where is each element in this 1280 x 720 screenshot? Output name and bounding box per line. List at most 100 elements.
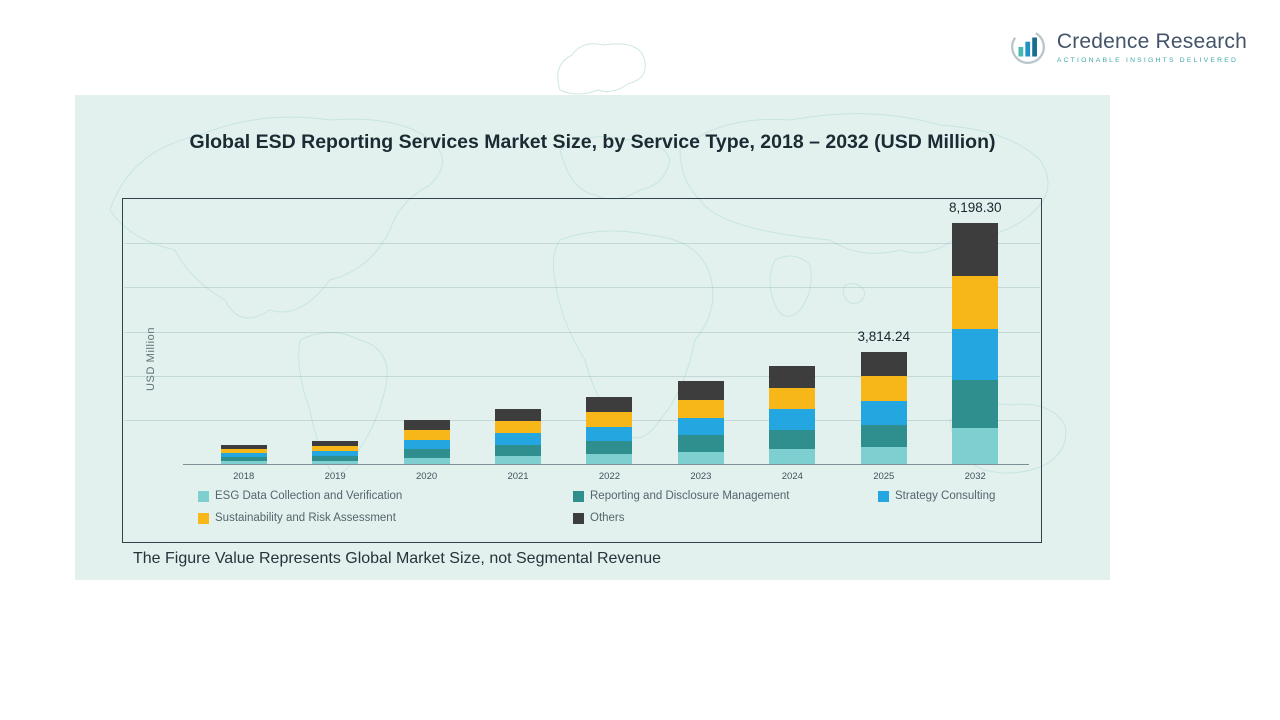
bar-segment: [403, 448, 450, 458]
slide-panel: Global ESD Reporting Services Market Siz…: [75, 95, 1110, 580]
footnote: The Figure Value Represents Global Marke…: [133, 550, 661, 567]
bar-segment: [677, 417, 724, 436]
bar-segment: [220, 461, 267, 464]
bar-segment: [952, 222, 999, 276]
bar-segment: [495, 408, 542, 421]
logo-text: Credence Research Actionable Insights De…: [1057, 30, 1247, 64]
x-tick-label: 2025: [873, 471, 895, 482]
bar-segment: [586, 397, 633, 412]
bar-segment: [495, 433, 542, 445]
legend-label: ESG Data Collection and Verification: [215, 490, 403, 502]
bar-segment: [677, 399, 724, 418]
bar-segment: [769, 387, 816, 410]
bar-segment: [220, 449, 267, 454]
bar-segment: [769, 409, 816, 430]
bar-segment: [677, 451, 724, 464]
legend-item: Sustainability and Risk Assessment: [198, 512, 573, 524]
x-tick-label: 2020: [416, 471, 438, 482]
legend-swatch: [198, 512, 209, 524]
logo-chart-icon: [1010, 30, 1045, 64]
bar-segment: [312, 445, 359, 451]
bar-segment: [860, 376, 907, 402]
plot-area: USD Million 2018 2019 2020 2021 2022 2023 2024…: [122, 198, 1042, 543]
x-tick-label: 2023: [690, 471, 712, 482]
x-tick-label: 2024: [781, 471, 803, 482]
bar-segment: [860, 401, 907, 425]
bar-segment: [952, 328, 999, 380]
bar-segment: [860, 351, 907, 377]
legend-label: Sustainability and Risk Assessment: [215, 512, 396, 524]
gridline: [124, 243, 1040, 245]
world-map: [109, 113, 1067, 474]
x-axis-line: [183, 464, 1029, 465]
bar-segment: [220, 457, 267, 462]
legend-item: Reporting and Disclosure Management: [573, 490, 878, 502]
bar-segment: [586, 426, 633, 441]
panel-content: Global ESD Reporting Services Market Siz…: [75, 95, 1110, 580]
bar-segment: [220, 453, 267, 458]
legend-label: Reporting and Disclosure Management: [590, 490, 790, 502]
gridline: [124, 331, 1040, 333]
bar-segment: [495, 444, 542, 456]
bar-group-2025: 3,814.24 2025: [858, 199, 911, 482]
bar-segment: [312, 455, 359, 461]
bar-segment: [769, 366, 816, 388]
x-tick-label: 2032: [964, 471, 986, 482]
bar-segment: [677, 381, 724, 400]
bar-segment: [403, 457, 450, 464]
bar-segment: [586, 454, 633, 464]
bar-segment: [403, 430, 450, 440]
legend-swatch: [878, 490, 889, 502]
legend-swatch: [573, 512, 584, 524]
bar-group-2024: 2024: [769, 199, 816, 482]
legend-label: Strategy Consulting: [895, 490, 996, 502]
bar-value-label: 3,814.24: [857, 328, 911, 344]
chart-title: Global ESD Reporting Services Market Siz…: [189, 131, 996, 153]
bar-group-2020: 2020: [403, 199, 450, 482]
legend-label: Others: [590, 512, 625, 524]
bar-segment: [403, 420, 450, 431]
legend: ESG Data Collection and Verification Repo…: [198, 490, 995, 524]
bar-group-2019: 2019: [312, 199, 359, 482]
bar-group-2021: 2021: [495, 199, 542, 482]
gridline: [124, 375, 1040, 377]
brand-tagline: Actionable Insights Delivered: [1056, 57, 1239, 64]
legend-item: ESG Data Collection and Verification: [198, 490, 573, 502]
bar-segment: [677, 435, 724, 452]
bar-segment: [860, 424, 907, 448]
x-tick-label: 2018: [233, 471, 255, 482]
x-tick-label: 2021: [507, 471, 529, 482]
x-tick-label: 2022: [598, 471, 621, 482]
brand-name: Credence Research: [1056, 30, 1247, 53]
bar-segment: [312, 440, 359, 446]
bar-segment: [495, 420, 542, 434]
bar-segment: [495, 455, 542, 464]
bars: 2018 2019 2020 2021 2022 2023 2024 3,814.24 2025…: [198, 199, 1021, 482]
bar-segment: [403, 439, 450, 449]
bar-segment: [586, 440, 633, 454]
bar-segment: [769, 449, 816, 464]
legend-swatch: [573, 490, 584, 502]
bar-segment: [860, 447, 907, 464]
bar-segment: [952, 427, 999, 464]
bar-group-2022: 2022: [586, 199, 633, 482]
bar-group-2018: 2018: [220, 199, 267, 482]
legend-item: Others: [573, 512, 878, 524]
bar-segment: [586, 411, 633, 427]
gridline: [124, 419, 1040, 421]
y-axis-label: USD Million: [145, 326, 157, 391]
legend-swatch: [198, 490, 209, 502]
bar-segment: [769, 429, 816, 450]
bar-segment: [952, 275, 999, 329]
bar-group-2032: 8,198.30 2032: [949, 199, 1002, 482]
bar-segment: [312, 450, 359, 456]
bar-segment: [220, 444, 267, 450]
legend-item: Strategy Consulting: [878, 490, 995, 502]
gridline: [124, 287, 1040, 289]
bar-group-2023: 2023: [677, 199, 724, 482]
bar-value-label: 8,198.30: [948, 199, 1002, 215]
credence-research-logo: Credence Research Actionable Insights De…: [1009, 28, 1247, 66]
bar-segment: [952, 379, 999, 428]
x-tick-label: 2019: [324, 471, 346, 482]
